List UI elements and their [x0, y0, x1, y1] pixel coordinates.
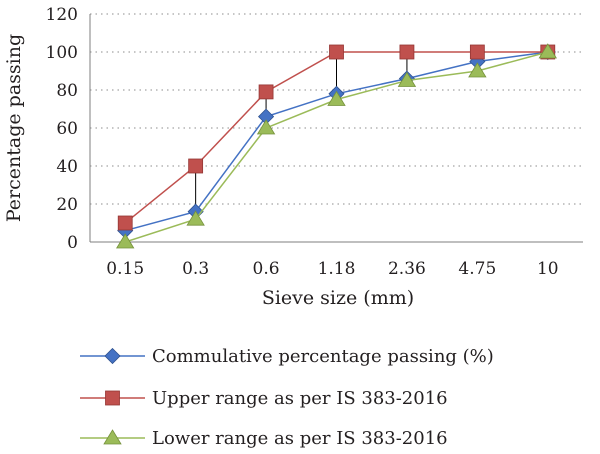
- y-axis-title: Percentage passing: [3, 34, 25, 222]
- axes: [89, 14, 583, 243]
- legend-label: Upper range as per IS 383-2016: [152, 388, 448, 409]
- series-point: [256, 119, 276, 135]
- x-tick-label: 0.3: [182, 259, 209, 279]
- series-point: [329, 44, 344, 60]
- x-tick-label: 0.6: [253, 259, 280, 279]
- series-layer: [116, 43, 557, 249]
- series-point: [186, 210, 205, 226]
- legend-item: Lower range as per IS 383-2016: [80, 428, 448, 449]
- legend-label: Lower range as per IS 383-2016: [152, 428, 448, 449]
- legend-swatch-marker: [104, 347, 121, 365]
- y-tick-label: 40: [56, 157, 78, 177]
- legend: Commulative percentage passing (%) Upper …: [80, 346, 494, 449]
- series-point: [469, 44, 485, 60]
- series-point: [468, 62, 487, 78]
- x-tick-label: 10: [537, 259, 559, 279]
- legend-swatch-marker: [105, 390, 120, 406]
- series-point: [538, 43, 557, 59]
- x-tick-labels: 0.15 0.3 0.6 1.18 2.36 4.75 10: [106, 259, 558, 279]
- x-axis-title: Sieve size (mm): [262, 287, 414, 309]
- y-tick-label: 100: [46, 43, 78, 63]
- series-point: [327, 90, 346, 106]
- y-tick-label: 0: [67, 233, 78, 253]
- legend-item: Commulative percentage passing (%): [80, 346, 494, 367]
- legend-label: Commulative percentage passing (%): [152, 346, 494, 367]
- x-tick-label: 0.15: [106, 259, 144, 279]
- series-point: [397, 71, 417, 87]
- y-tick-label: 80: [56, 81, 78, 101]
- series-point: [116, 233, 135, 249]
- legend-swatch-marker: [103, 429, 122, 445]
- series-point: [117, 215, 133, 231]
- x-tick-label: 2.36: [388, 259, 426, 279]
- series-3: [116, 43, 557, 249]
- series-point: [188, 158, 204, 174]
- x-tick-label: 1.18: [318, 259, 356, 279]
- legend-item: Upper range as per IS 383-2016: [80, 388, 448, 409]
- gridlines: [90, 13, 583, 205]
- y-tick-label: 20: [56, 195, 78, 215]
- series-point: [399, 44, 415, 60]
- x-tick-label: 4.75: [458, 259, 496, 279]
- series-point: [258, 84, 274, 100]
- y-tick-label: 60: [56, 119, 78, 139]
- y-tick-label: 120: [46, 5, 78, 25]
- y-tick-labels: 0 20 40 60 80 100 120: [46, 5, 78, 253]
